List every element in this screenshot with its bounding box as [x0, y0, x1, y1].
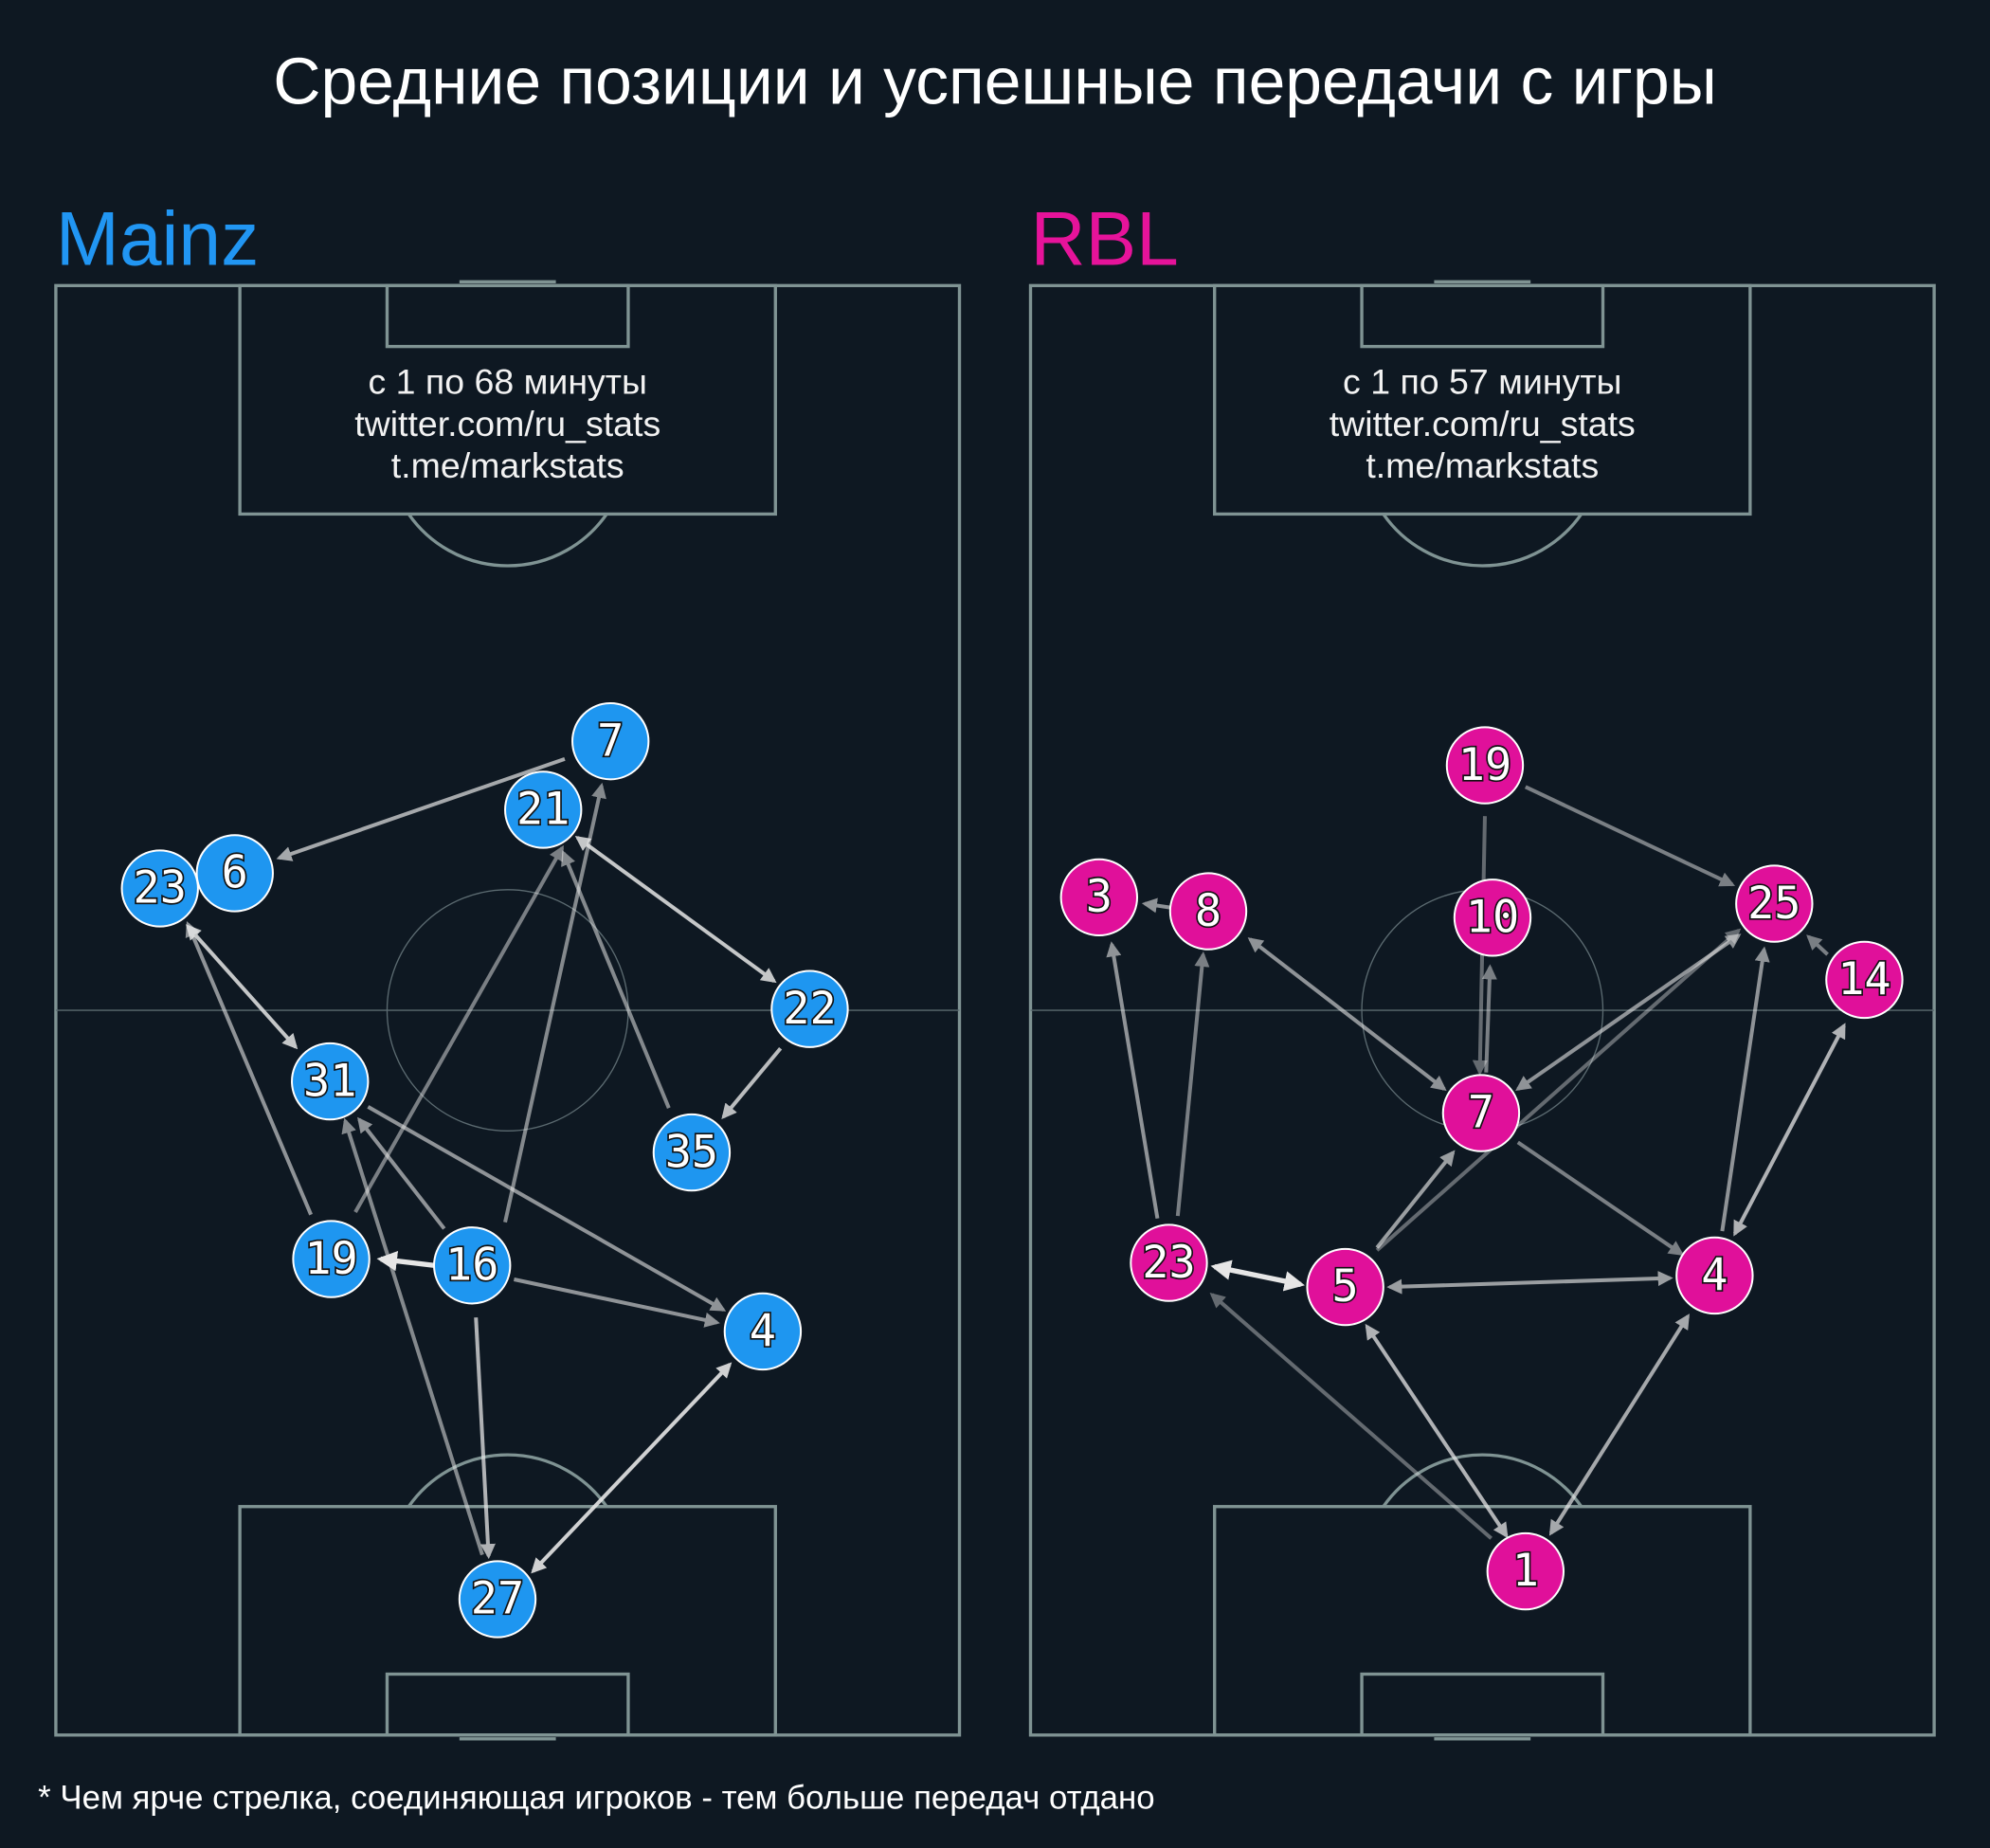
player-number: 7 — [1468, 1087, 1494, 1139]
player-node — [1168, 872, 1248, 951]
pass-arrow — [1524, 785, 1736, 887]
player-node — [291, 1042, 370, 1121]
pass-arrow — [1548, 1314, 1690, 1536]
pass-arrow — [531, 1362, 733, 1574]
player-node — [1130, 1223, 1208, 1302]
pass-arrow — [353, 844, 565, 1214]
pass-arrow — [1375, 928, 1742, 1252]
pass-arrow — [1210, 1259, 1305, 1292]
penalty-box — [1213, 1505, 1752, 1737]
player-node — [1735, 864, 1814, 943]
pass-arrow — [1175, 951, 1210, 1217]
caption-line: с 1 по 68 минуты — [368, 362, 646, 402]
pass-arrow — [1141, 897, 1171, 914]
player-number: 1 — [1512, 1545, 1539, 1597]
player-number: 14 — [1837, 953, 1890, 1006]
pass-arrow — [503, 782, 606, 1223]
player-node — [1675, 1236, 1754, 1315]
player-number: 3 — [1086, 871, 1113, 923]
player-number: 4 — [1701, 1249, 1728, 1301]
footnote: * Чем ярче стрелка, соединяющая игроков … — [38, 1779, 1154, 1816]
player-number: 25 — [1747, 878, 1800, 930]
player-node — [723, 1292, 803, 1371]
pitch: с 1 по 68 минутыtwitter.com/ru_statst.me… — [54, 280, 962, 1741]
player-number: 23 — [1142, 1237, 1195, 1289]
player-number: 22 — [783, 983, 836, 1035]
player-node — [292, 1220, 371, 1298]
six-yard-box — [385, 1672, 630, 1737]
pass-arrow — [1386, 1271, 1673, 1295]
caption-line: t.me/markstats — [1366, 445, 1599, 485]
pass-arrow — [1516, 1140, 1685, 1257]
pass-arrow — [1733, 1023, 1846, 1237]
player-number: 35 — [665, 1126, 718, 1178]
pass-arrow — [1106, 941, 1160, 1220]
player-number: 16 — [445, 1239, 498, 1291]
player-node — [1441, 1074, 1521, 1152]
pass-arrow — [357, 1116, 446, 1230]
player-number: 19 — [304, 1233, 357, 1285]
player-number: 7 — [597, 715, 624, 767]
pass-arrow — [474, 1317, 496, 1560]
player-node — [1445, 726, 1525, 805]
penalty-arc — [407, 513, 608, 568]
player-number: 4 — [750, 1305, 776, 1357]
pass-arrow — [1247, 937, 1447, 1092]
six-yard-box — [1360, 1672, 1605, 1737]
pass-arrow — [276, 756, 566, 861]
caption-line: twitter.com/ru_stats — [354, 404, 660, 444]
pass-arrow — [1365, 1323, 1509, 1539]
pass-arrow — [561, 850, 671, 1109]
pass-arrow — [1209, 1292, 1492, 1540]
player-number: 5 — [1332, 1260, 1359, 1313]
player-node — [1486, 1531, 1565, 1611]
player-node — [195, 834, 274, 913]
pass-arrow — [1481, 964, 1497, 1073]
player-number: 31 — [303, 1055, 356, 1107]
team-name: RBL — [1031, 197, 1179, 282]
player-number: 21 — [516, 784, 570, 836]
player-number: 19 — [1458, 739, 1511, 791]
pass-arrow — [1515, 933, 1742, 1091]
pass-arrow — [513, 1277, 720, 1328]
player-node — [120, 849, 199, 928]
player-number: 10 — [1466, 891, 1519, 943]
player-node — [433, 1226, 512, 1305]
player-node — [571, 701, 650, 781]
title: Средние позиции и успешные передачи с иг… — [273, 44, 1717, 118]
penalty-arc — [407, 1453, 608, 1508]
player-node — [770, 969, 849, 1048]
caption-line: с 1 по 57 минуты — [1343, 362, 1621, 402]
pass-arrow — [574, 836, 777, 984]
six-yard-box — [1360, 283, 1605, 349]
player-number: 27 — [471, 1573, 524, 1625]
player-number: 23 — [134, 862, 187, 915]
pass-arrow — [367, 1105, 727, 1312]
player-node — [1059, 858, 1139, 937]
pass-arrow — [721, 1046, 783, 1120]
six-yard-box — [385, 283, 630, 349]
player-number: 6 — [222, 847, 248, 899]
pass-arrow — [185, 921, 313, 1216]
player-node — [504, 770, 583, 849]
player-node — [1825, 940, 1904, 1020]
player-number: 8 — [1195, 885, 1221, 937]
pass-arrow — [1806, 934, 1829, 956]
player-node — [1306, 1247, 1384, 1327]
pass-arrow — [341, 1117, 484, 1556]
team-name: Mainz — [56, 197, 259, 282]
pass-arrow — [186, 924, 298, 1050]
caption-line: twitter.com/ru_stats — [1330, 404, 1636, 444]
player-node — [458, 1560, 537, 1639]
player-node — [652, 1113, 732, 1192]
pitch: с 1 по 57 минутыtwitter.com/ru_statst.me… — [1028, 280, 1936, 1741]
caption-line: t.me/markstats — [391, 445, 624, 485]
penalty-arc — [1382, 513, 1583, 568]
player-node — [1453, 879, 1532, 957]
pass-arrow — [1375, 1150, 1456, 1249]
